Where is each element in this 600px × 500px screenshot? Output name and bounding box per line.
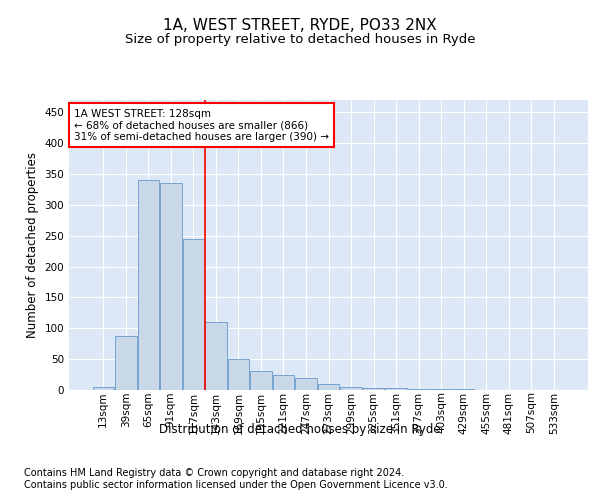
Bar xyxy=(340,387,362,390)
Bar xyxy=(228,359,249,390)
Bar xyxy=(385,388,407,390)
Bar xyxy=(295,378,317,390)
Text: 1A, WEST STREET, RYDE, PO33 2NX: 1A, WEST STREET, RYDE, PO33 2NX xyxy=(163,18,437,32)
Bar xyxy=(137,180,159,390)
Text: 1A WEST STREET: 128sqm
← 68% of detached houses are smaller (866)
31% of semi-de: 1A WEST STREET: 128sqm ← 68% of detached… xyxy=(74,108,329,142)
Bar xyxy=(363,388,384,390)
Bar xyxy=(160,184,182,390)
Bar xyxy=(92,387,114,390)
Text: Size of property relative to detached houses in Ryde: Size of property relative to detached ho… xyxy=(125,32,475,46)
Text: Contains HM Land Registry data © Crown copyright and database right 2024.: Contains HM Land Registry data © Crown c… xyxy=(24,468,404,477)
Y-axis label: Number of detached properties: Number of detached properties xyxy=(26,152,39,338)
Bar xyxy=(273,375,294,390)
Bar xyxy=(250,372,272,390)
Bar xyxy=(115,336,137,390)
Bar xyxy=(182,239,204,390)
Text: Distribution of detached houses by size in Ryde: Distribution of detached houses by size … xyxy=(159,422,441,436)
Bar xyxy=(205,322,227,390)
Text: Contains public sector information licensed under the Open Government Licence v3: Contains public sector information licen… xyxy=(24,480,448,490)
Bar xyxy=(408,389,429,390)
Bar xyxy=(318,384,339,390)
